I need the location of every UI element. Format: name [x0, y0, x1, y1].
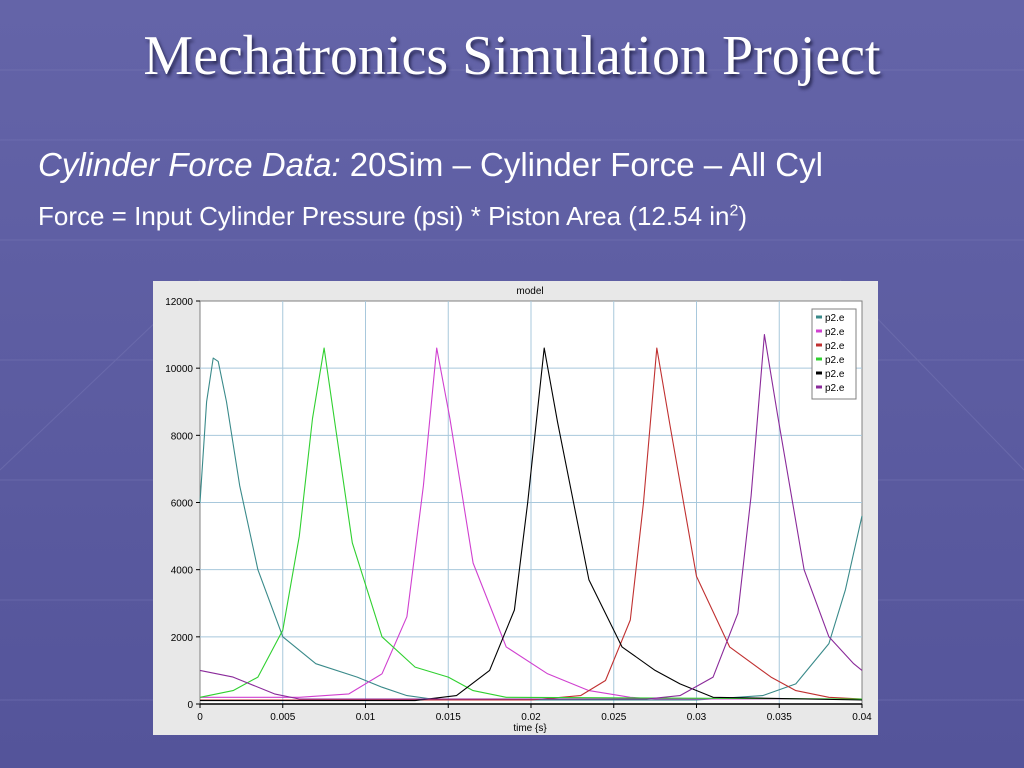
chart-panel: model 0 2000 4000 6000 8000 10000 12000 0 0.005… — [153, 281, 878, 735]
x-tick-label: 0.02 — [521, 712, 541, 723]
slide-subtitle: Cylinder Force Data: 20Sim – Cylinder Fo… — [38, 146, 823, 184]
series-group — [199, 334, 863, 702]
series-line-1 — [199, 357, 863, 701]
slide-title: Mechatronics Simulation Project — [143, 25, 881, 87]
x-tick-label: 0.04 — [852, 712, 872, 723]
legend-label: p2.e — [825, 383, 845, 394]
x-axis-ticks: 0 0.005 0.01 0.015 0.02 0.025 0.03 0.035 0.04 — [197, 704, 872, 723]
line-chart: model 0 2000 4000 6000 8000 10000 12000 0 0.005… — [153, 281, 878, 735]
x-tick-label: 0.005 — [270, 712, 295, 723]
y-tick-label: 6000 — [171, 499, 194, 510]
x-tick-label: 0.025 — [601, 712, 626, 723]
y-tick-label: 4000 — [171, 566, 194, 577]
series-line-6 — [199, 334, 863, 700]
force-formula: Force = Input Cylinder Pressure (psi) * … — [38, 201, 747, 232]
formula-superscript: 2 — [729, 202, 739, 220]
legend-box — [811, 308, 857, 400]
series-line-4 — [199, 347, 863, 700]
y-tick-label: 10000 — [165, 364, 193, 375]
legend-label: p2.e — [825, 327, 845, 338]
x-tick-label: 0 — [197, 712, 203, 723]
legend: p2.e p2.e p2.e p2.e p2.e p2.e — [811, 308, 857, 400]
y-tick-label: 2000 — [171, 633, 194, 644]
x-tick-label: 0.015 — [436, 712, 461, 723]
y-axis-ticks: 0 2000 4000 6000 8000 10000 12000 — [165, 297, 200, 711]
x-tick-label: 0.03 — [687, 712, 707, 723]
series-line-3 — [200, 347, 863, 701]
series-line-2 — [200, 347, 862, 700]
chart-title: model — [516, 286, 543, 297]
x-axis-label: time {s} — [513, 723, 547, 734]
subtitle-label: Cylinder Force Data: — [38, 146, 341, 183]
legend-label: p2.e — [825, 369, 845, 380]
subtitle-text: 20Sim – Cylinder Force – All Cyl — [349, 146, 823, 183]
y-tick-label: 8000 — [171, 431, 194, 442]
x-tick-label: 0.01 — [356, 712, 376, 723]
legend-label: p2.e — [825, 341, 845, 352]
y-tick-label: 12000 — [165, 297, 193, 308]
series-line-5 — [200, 347, 863, 702]
legend-label: p2.e — [825, 355, 845, 366]
y-tick-label: 0 — [187, 700, 193, 711]
legend-label: p2.e — [825, 313, 845, 324]
formula-end: ) — [738, 201, 748, 231]
formula-main: Force = Input Cylinder Pressure (psi) * … — [38, 201, 730, 231]
x-tick-label: 0.035 — [767, 712, 792, 723]
